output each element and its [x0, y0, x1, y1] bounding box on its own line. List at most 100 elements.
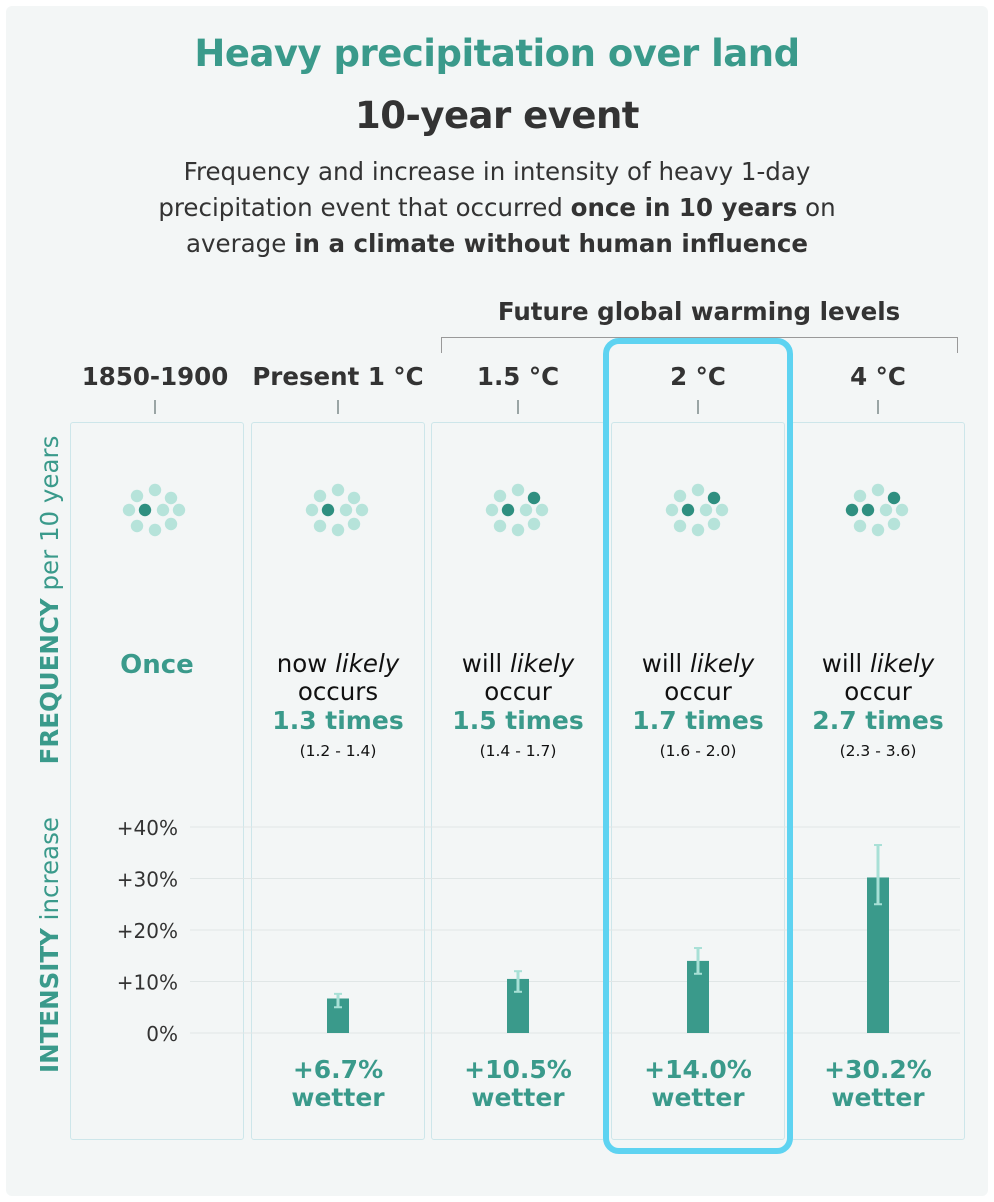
- frequency-once: Once: [120, 650, 194, 680]
- frequency-dots-baseline: [122, 483, 186, 537]
- frequency-axis-label: FREQUENCY per 10 years: [35, 420, 65, 780]
- event-dot: [887, 517, 901, 531]
- intensity-wetter: wetter: [651, 1083, 745, 1112]
- event-dot: [879, 503, 893, 517]
- event-dot: [130, 519, 144, 533]
- column-tick: [877, 400, 879, 414]
- frequency-dots-4: [845, 483, 909, 537]
- event-dot: [331, 483, 345, 497]
- intensity-bar: [507, 978, 529, 1033]
- freq-prefix: will: [641, 649, 691, 678]
- event-dot-occurred: [681, 503, 695, 517]
- event-dot: [347, 517, 361, 531]
- event-dot: [673, 519, 687, 533]
- column-tick: [697, 400, 699, 414]
- chart-description: Frequency and increase in intensity of h…: [130, 154, 864, 262]
- event-dot-occurred: [527, 491, 541, 505]
- freq-likely: likely: [510, 649, 575, 678]
- event-dot: [148, 523, 162, 537]
- event-dot-occurred: [707, 491, 721, 505]
- intensity-pct: +30.2%: [824, 1055, 932, 1084]
- intensity-pct: +10.5%: [464, 1055, 572, 1084]
- intensity-pct: +14.0%: [644, 1055, 752, 1084]
- intensity-pct: +6.7%: [292, 1055, 384, 1084]
- bars: [327, 844, 889, 1033]
- freq-prefix: will: [821, 649, 871, 678]
- intensity-bar: [687, 960, 709, 1033]
- freq-verb: occur: [664, 677, 732, 706]
- column-header-present: Present 1 °C: [252, 362, 424, 391]
- highlight-2c-box: [603, 338, 793, 1154]
- grid-lines: [190, 826, 960, 1034]
- y-tick-labels: 0% +10% +20% +30% +40%: [117, 816, 178, 1046]
- column-header-baseline: 1850-1900: [81, 362, 229, 391]
- frequency-axis-sub: per 10 years: [35, 435, 64, 599]
- event-dot: [853, 489, 867, 503]
- frequency-label-present: now likely occurs: [248, 650, 428, 706]
- column-header-4: 4 °C: [850, 362, 906, 391]
- event-dot: [313, 489, 327, 503]
- column-header-2: 2 °C: [670, 362, 726, 391]
- description-text-1: Frequency and increase in intensity of h…: [158, 157, 811, 222]
- frequency-value-2: 1.7 times: [632, 706, 764, 735]
- description-text-2: on average: [185, 193, 836, 258]
- y-tick-label: +40%: [117, 816, 178, 840]
- event-dot: [493, 489, 507, 503]
- intensity-bar-chart: 0% +10% +20% +30% +40%: [117, 816, 960, 1046]
- event-dot: [511, 483, 525, 497]
- event-dot-occurred: [138, 503, 152, 517]
- event-dot-occurred: [321, 503, 335, 517]
- future-warming-bracket: [441, 337, 958, 353]
- frequency-range-1-5: (1.4 - 1.7): [479, 742, 557, 760]
- description-bold-1: once in 10 years: [570, 193, 798, 222]
- frequency-value-4: 2.7 times: [812, 706, 944, 735]
- event-dot: [355, 503, 369, 517]
- event-dot: [519, 503, 533, 517]
- event-dot: [871, 523, 885, 537]
- intensity-label-1-5: +10.5% wetter: [428, 1056, 608, 1112]
- frequency-label-1-5: will likely occur: [428, 650, 608, 706]
- y-tick-label: +10%: [117, 971, 178, 995]
- event-dot-occurred: [501, 503, 515, 517]
- freq-prefix: now: [276, 649, 336, 678]
- event-dot: [493, 519, 507, 533]
- frequency-range-4: (2.3 - 3.6): [839, 742, 917, 760]
- frequency-dots-1-5: [485, 483, 549, 537]
- event-dot: [871, 483, 885, 497]
- y-tick-label: 0%: [146, 1022, 178, 1046]
- freq-likely: likely: [870, 649, 935, 678]
- intensity-wetter: wetter: [831, 1083, 925, 1112]
- frequency-label-4: will likely occur: [788, 650, 968, 706]
- column-header-1-5: 1.5 °C: [476, 362, 560, 391]
- event-dot: [148, 483, 162, 497]
- event-dot: [485, 503, 499, 517]
- frequency-axis-main: FREQUENCY: [35, 598, 64, 765]
- event-dot: [699, 503, 713, 517]
- intensity-bar: [867, 877, 889, 1033]
- freq-prefix: will: [461, 649, 511, 678]
- event-dot: [715, 503, 729, 517]
- frequency-label-2: will likely occur: [608, 650, 788, 706]
- event-dot: [535, 503, 549, 517]
- event-dot: [156, 503, 170, 517]
- chart-subtitle: 10-year event: [355, 94, 640, 137]
- intensity-label-present: +6.7% wetter: [248, 1056, 428, 1112]
- intensity-label-4: +30.2% wetter: [788, 1056, 968, 1112]
- event-dot: [853, 519, 867, 533]
- description-bold-2: in a climate without human influence: [294, 229, 809, 258]
- event-dot: [172, 503, 186, 517]
- freq-likely: likely: [690, 649, 755, 678]
- event-dot: [707, 517, 721, 531]
- freq-likely: likely: [335, 649, 400, 678]
- event-dot: [527, 517, 541, 531]
- intensity-wetter: wetter: [291, 1083, 385, 1112]
- freq-verb: occur: [844, 677, 912, 706]
- event-dot: [331, 523, 345, 537]
- event-dot: [691, 483, 705, 497]
- intensity-label-2: +14.0% wetter: [608, 1056, 788, 1112]
- freq-verb: occurs: [297, 677, 379, 706]
- event-dot: [895, 503, 909, 517]
- frequency-range-2: (1.6 - 2.0): [659, 742, 737, 760]
- frequency-value-present: 1.3 times: [272, 706, 404, 735]
- event-dot: [130, 489, 144, 503]
